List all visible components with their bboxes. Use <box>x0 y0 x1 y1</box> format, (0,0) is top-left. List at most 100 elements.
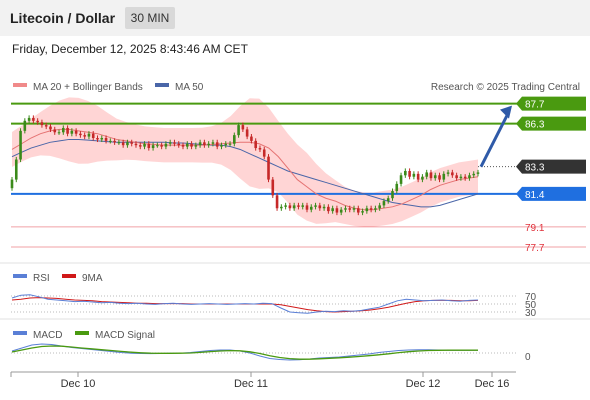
candle-body <box>369 208 373 210</box>
candle-body <box>451 172 454 176</box>
candle-body <box>267 156 270 180</box>
candle-body <box>429 172 433 179</box>
candle-body <box>62 127 65 133</box>
candle-body <box>49 126 52 130</box>
level-label-1: 86.3 <box>525 120 545 131</box>
candle-body <box>53 129 57 133</box>
candle-body <box>288 205 292 209</box>
candle-body <box>27 117 31 121</box>
level-label-box-1 <box>516 116 586 131</box>
macd-line <box>11 343 479 361</box>
candle-body <box>190 143 193 147</box>
candle-body <box>433 175 437 179</box>
candle-body <box>309 206 313 210</box>
candle-body <box>70 130 74 134</box>
candle-body <box>455 175 458 179</box>
candle-body <box>361 211 364 213</box>
candle-body <box>181 145 185 147</box>
candle-body <box>463 176 467 179</box>
candle-body <box>109 140 112 142</box>
level-label-0: 87.7 <box>525 100 545 111</box>
candle-body <box>459 176 463 179</box>
level-label-box-2 <box>516 159 586 174</box>
candle-body <box>280 206 283 209</box>
x-axis-label: Dec 16 <box>475 378 510 390</box>
candle-body <box>130 142 134 144</box>
level-label-5: 77.7 <box>525 243 545 254</box>
candle-body <box>14 159 18 180</box>
candle-body <box>356 208 360 213</box>
candle-body <box>215 142 219 147</box>
candle-body <box>391 191 394 199</box>
x-axis-label: Dec 10 <box>61 378 96 390</box>
level-label-box-3 <box>516 186 586 201</box>
candle-body <box>79 133 82 136</box>
candle-body <box>211 142 215 144</box>
forecast-arrow-shaft <box>479 110 511 168</box>
forecast-arrow-head <box>500 105 512 119</box>
rsi-ma-legend-swatch <box>62 274 76 278</box>
candle-body <box>344 208 347 210</box>
timeframe-button[interactable]: 30 MIN <box>125 7 175 29</box>
ma20-line <box>11 128 479 211</box>
macd-legend-swatch <box>13 331 27 335</box>
candle-body <box>138 145 142 147</box>
candle-body <box>348 208 352 210</box>
level-label-4: 79.1 <box>525 223 545 234</box>
candle-body <box>322 206 326 209</box>
candle-body <box>446 172 450 174</box>
rsi-legend-label: RSI <box>33 273 50 284</box>
candle-body <box>386 198 390 202</box>
candle-body <box>250 136 253 141</box>
candle-body <box>23 120 27 131</box>
level-label-box-0 <box>516 96 586 111</box>
top-bar: Litecoin / Dollar 30 MIN <box>0 0 590 36</box>
candle-body <box>352 208 356 210</box>
candle-body <box>185 143 189 147</box>
candle-body <box>258 148 262 150</box>
candle-body <box>91 133 95 139</box>
candle-body <box>297 205 300 207</box>
rsi-level-30: 30 <box>525 308 537 319</box>
candle-body <box>292 205 296 209</box>
ma50-legend-swatch <box>155 83 169 87</box>
candle-body <box>32 117 35 121</box>
x-axis-label: Dec 12 <box>406 378 441 390</box>
bollinger-band <box>12 97 478 228</box>
candle-body <box>100 138 104 140</box>
candle-body <box>438 175 441 180</box>
level-label-3: 81.4 <box>525 190 545 201</box>
candle-body <box>151 145 155 149</box>
candle-body <box>335 208 339 213</box>
candle-body <box>66 127 69 134</box>
candle-body <box>104 138 108 141</box>
macd-signal-line <box>11 345 478 360</box>
candle-body <box>198 142 202 146</box>
candle-body <box>476 172 480 174</box>
candle-body <box>126 142 129 146</box>
candle-body <box>421 176 424 180</box>
ma50-line <box>11 138 479 208</box>
candle-body <box>36 120 39 123</box>
candle-body <box>134 143 138 146</box>
macd-signal-legend-label: MACD Signal <box>95 330 155 341</box>
candle-body <box>262 149 266 157</box>
candle-body <box>301 205 305 207</box>
candle-body <box>224 143 228 146</box>
candle-body <box>275 195 279 209</box>
candle-body <box>241 125 245 130</box>
candle-body <box>160 145 163 147</box>
candle-body <box>442 173 446 180</box>
candle-body <box>164 143 168 147</box>
candle-body <box>254 140 257 149</box>
candle-body <box>40 122 44 126</box>
rsi-legend-swatch <box>13 274 27 278</box>
candle-body <box>408 170 411 177</box>
candle-body <box>378 205 381 209</box>
candle-body <box>425 172 428 177</box>
candle-body <box>113 140 116 143</box>
candle-body <box>233 135 236 144</box>
candle-body <box>194 145 198 147</box>
candle-body <box>374 208 377 210</box>
candle-body <box>399 175 403 184</box>
